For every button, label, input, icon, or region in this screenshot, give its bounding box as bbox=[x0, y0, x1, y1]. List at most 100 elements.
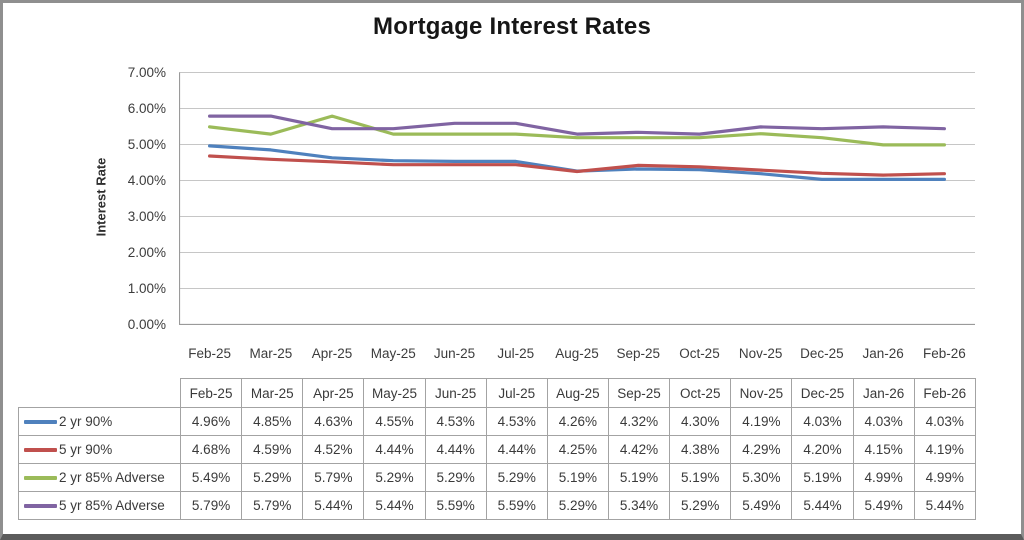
table-value-cell: 5.59% bbox=[485, 491, 548, 520]
table-value-cell: 4.96% bbox=[179, 407, 243, 436]
legend-entry: 2 yr 90% bbox=[20, 414, 180, 429]
table-value-cell: 4.30% bbox=[669, 407, 732, 436]
y-tick-label: 6.00% bbox=[127, 100, 166, 116]
table-column-header: Nov-25 bbox=[730, 378, 793, 408]
table-value-cell: 4.53% bbox=[424, 407, 487, 436]
legend-entry: 5 yr 85% Adverse bbox=[20, 498, 180, 513]
legend-label: 5 yr 85% Adverse bbox=[59, 498, 165, 513]
plot-area bbox=[179, 72, 975, 325]
legend-cell: 2 yr 90% bbox=[18, 407, 181, 436]
table-value-cell: 4.44% bbox=[424, 435, 487, 464]
table-value-cell: 5.19% bbox=[546, 463, 609, 492]
table-value-cell: 4.44% bbox=[485, 435, 548, 464]
y-tick-label: 3.00% bbox=[127, 208, 166, 224]
table-value-cell: 4.03% bbox=[913, 407, 976, 436]
table-value-cell: 4.63% bbox=[302, 407, 365, 436]
data-table: Feb-25 Mar-25 Apr-25 May-25 Jun-25 Jul-25 Aug-… bbox=[18, 378, 976, 520]
table-value-cell: 5.79% bbox=[241, 491, 304, 520]
legend-cell: 5 yr 85% Adverse bbox=[18, 491, 181, 520]
table-value-cell: 5.19% bbox=[607, 463, 671, 492]
x-tick-label: Feb-26 bbox=[922, 346, 966, 361]
table-value-cell: 4.29% bbox=[730, 435, 793, 464]
legend-cell: 2 yr 85% Adverse bbox=[18, 463, 181, 492]
y-tick-label: 2.00% bbox=[127, 244, 166, 260]
table-value-cell: 5.29% bbox=[424, 463, 487, 492]
table-value-cell: 5.29% bbox=[546, 491, 609, 520]
table-column-header: Jul-25 bbox=[485, 378, 548, 408]
table-value-cell: 5.44% bbox=[363, 491, 426, 520]
table-value-cell: 4.99% bbox=[913, 463, 976, 492]
legend-key-line-icon bbox=[24, 447, 57, 452]
table-value-cell: 4.32% bbox=[607, 407, 671, 436]
y-tick-label: 7.00% bbox=[127, 64, 166, 80]
table-value-cell: 5.44% bbox=[791, 491, 854, 520]
legend-label: 2 yr 85% Adverse bbox=[59, 470, 165, 485]
table-value-cell: 4.68% bbox=[179, 435, 243, 464]
table-value-cell: 4.25% bbox=[546, 435, 609, 464]
legend-label: 5 yr 90% bbox=[59, 442, 113, 457]
series-line-2 bbox=[208, 154, 947, 177]
table-value-cell: 4.20% bbox=[791, 435, 854, 464]
table-value-cell: 5.34% bbox=[607, 491, 671, 520]
table-row: 5 yr 90% 4.68% 4.59% 4.52% 4.44% 4.44% 4.44% 4.… bbox=[18, 435, 976, 464]
table-header-row: Feb-25 Mar-25 Apr-25 May-25 Jun-25 Jul-25 Aug-… bbox=[19, 378, 976, 408]
x-tick-label: Nov-25 bbox=[738, 346, 783, 361]
table-value-cell: 5.29% bbox=[669, 491, 732, 520]
table-column-header: Feb-25 bbox=[179, 378, 243, 408]
legend-key-line-icon bbox=[24, 419, 57, 424]
table-value-cell: 5.79% bbox=[302, 463, 365, 492]
y-tick-label: 5.00% bbox=[127, 136, 166, 152]
y-tick-label: 0.00% bbox=[127, 316, 166, 332]
table-value-cell: 4.42% bbox=[607, 435, 671, 464]
series-line-3 bbox=[208, 114, 947, 147]
table-value-cell: 5.30% bbox=[730, 463, 793, 492]
table-column-header: Mar-25 bbox=[241, 378, 304, 408]
series-line-4 bbox=[208, 114, 947, 136]
x-tick-label: Mar-25 bbox=[249, 346, 293, 361]
table-value-cell: 5.79% bbox=[179, 491, 243, 520]
table-column-header: Feb-26 bbox=[913, 378, 976, 408]
legend-key-line-icon bbox=[24, 475, 57, 480]
table-value-cell: 4.99% bbox=[852, 463, 915, 492]
x-tick-label: Oct-25 bbox=[679, 346, 720, 361]
table-value-cell: 5.29% bbox=[241, 463, 304, 492]
table-value-cell: 5.19% bbox=[669, 463, 732, 492]
table-value-cell: 4.55% bbox=[363, 407, 426, 436]
table-row: 5 yr 85% Adverse 5.79% 5.79% 5.44% 5.44% 5.59… bbox=[18, 491, 976, 520]
table-column-header: Oct-25 bbox=[669, 378, 732, 408]
table-value-cell: 4.19% bbox=[730, 407, 793, 436]
table-value-cell: 4.03% bbox=[791, 407, 854, 436]
legend-cell: 5 yr 90% bbox=[18, 435, 181, 464]
table-value-cell: 4.19% bbox=[913, 435, 976, 464]
table-value-cell: 4.53% bbox=[485, 407, 548, 436]
table-value-cell: 5.44% bbox=[302, 491, 365, 520]
table-column-header: Dec-25 bbox=[791, 378, 854, 408]
table-value-cell: 5.29% bbox=[485, 463, 548, 492]
y-tick-label: 4.00% bbox=[127, 172, 166, 188]
table-value-cell: 4.26% bbox=[546, 407, 609, 436]
table-column-header: Jun-25 bbox=[424, 378, 487, 408]
x-tick-label: Aug-25 bbox=[555, 346, 599, 361]
table-value-cell: 4.59% bbox=[241, 435, 304, 464]
table-value-cell: 5.19% bbox=[791, 463, 854, 492]
table-value-cell: 5.29% bbox=[363, 463, 426, 492]
table-row: 2 yr 85% Adverse 5.49% 5.29% 5.79% 5.29% 5.29… bbox=[18, 463, 976, 492]
table-value-cell: 5.49% bbox=[179, 463, 243, 492]
x-tick-label: Jul-25 bbox=[497, 346, 535, 361]
table-row: 2 yr 90% 4.96% 4.85% 4.63% 4.55% 4.53% 4.53% 4.… bbox=[18, 407, 976, 436]
table-column-header: Aug-25 bbox=[546, 378, 609, 408]
y-tick-label: 1.00% bbox=[127, 280, 166, 296]
x-tick-label: Jun-25 bbox=[433, 346, 476, 361]
table-value-cell: 5.49% bbox=[730, 491, 793, 520]
legend-entry: 2 yr 85% Adverse bbox=[20, 470, 180, 485]
x-tick-label: May-25 bbox=[370, 346, 416, 361]
table-value-cell: 5.44% bbox=[913, 491, 976, 520]
table-value-cell: 4.15% bbox=[852, 435, 915, 464]
table-column-header: Apr-25 bbox=[302, 378, 365, 408]
legend-label: 2 yr 90% bbox=[59, 414, 113, 429]
table-value-cell: 4.52% bbox=[302, 435, 365, 464]
table-value-cell: 4.44% bbox=[363, 435, 426, 464]
table-column-header: Sep-25 bbox=[607, 378, 671, 408]
x-tick-label: Dec-25 bbox=[800, 346, 844, 361]
table-corner-cell bbox=[19, 379, 181, 408]
